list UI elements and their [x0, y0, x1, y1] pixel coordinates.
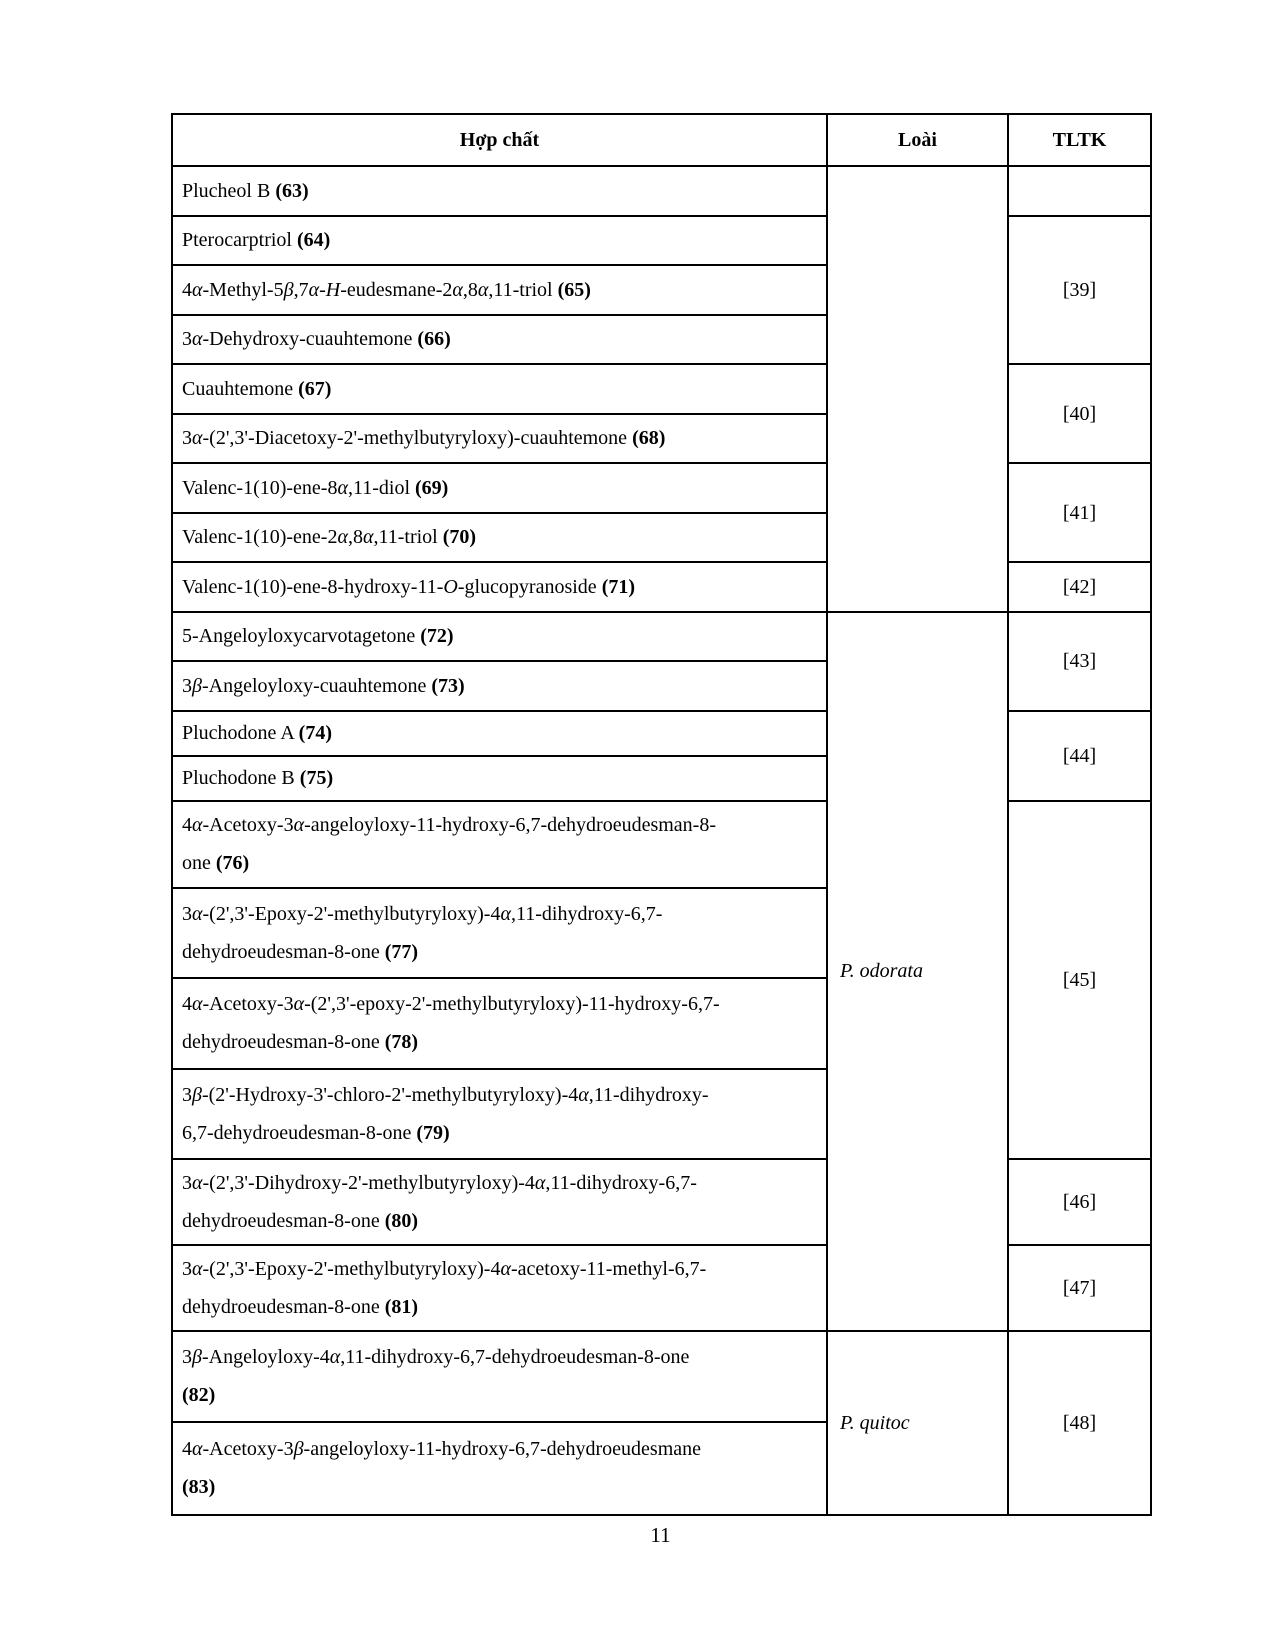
page-number: 11: [650, 1523, 671, 1547]
table-row: Valenc-1(10)-ene-2α,8α,11-triol (70): [171, 511, 1151, 563]
table-row: 4α-Methyl-5β,7α-H-eudesmane-2α,8α,11-tri…: [171, 264, 1151, 316]
ref-cell-45: [45]: [1007, 799, 1152, 1160]
ref-cell-40: [40]: [1007, 363, 1152, 464]
table-row: 4α-Acetoxy-3α-(2',3'-epoxy-2'-methylbuty…: [171, 976, 1151, 1070]
ref-cell-48: [48]: [1007, 1329, 1152, 1516]
table-row: Pluchodone B (75): [171, 754, 1151, 802]
compound-cell: Valenc-1(10)-ene-8α,11-diol (69): [171, 462, 828, 514]
compound-cell: Plucheol B (63): [171, 165, 828, 217]
compound-cell: Cuauhtemone (67): [171, 363, 828, 415]
compound-cell: Pluchodone B (75): [171, 754, 828, 802]
compound-cell: 3α-(2',3'-Diacetoxy-2'-methylbutyryloxy)…: [171, 412, 828, 464]
table-row: 4α-Acetoxy-3β-angeloyloxy-11-hydroxy-6,7…: [171, 1420, 1151, 1516]
table-row: 3α-(2',3'-Dihydroxy-2'-methylbutyryloxy)…: [171, 1157, 1152, 1246]
table-row: 3α-Dehydroxy-cuauhtemone (66): [171, 313, 1151, 365]
table-row: 3α-(2',3'-Epoxy-2'-methylbutyryloxy)-4α,…: [171, 886, 1151, 979]
compound-cell: 5-Angeloyloxycarvotagetone (72): [171, 610, 828, 662]
compound-cell: 3α-(2',3'-Epoxy-2'-methylbutyryloxy)-4α,…: [171, 886, 828, 979]
compound-cell: 3β-Angeloyloxy-cuauhtemone (73): [171, 660, 828, 712]
compound-cell: Pterocarptriol (64): [171, 214, 828, 266]
table-row: 3β-Angeloyloxy-cuauhtemone (73): [171, 660, 1151, 712]
compound-cell: 3β-(2'-Hydroxy-3'-chloro-2'-methylbutyry…: [171, 1067, 828, 1160]
compound-cell: Valenc-1(10)-ene-2α,8α,11-triol (70): [171, 511, 828, 563]
species-cell-empty: [826, 165, 1009, 613]
table-row: Pterocarptriol (64) [39]: [171, 214, 1152, 365]
table-row: Pluchodone A (74) [44]: [171, 709, 1152, 802]
compound-cell: Pluchodone A (74): [171, 709, 828, 757]
compound-cell: 3α-Dehydroxy-cuauhtemone (66): [171, 313, 828, 365]
table-row: Valenc-1(10)-ene-8α,11-diol (69) [41]: [171, 462, 1152, 563]
compound-cell: 4α-Acetoxy-3α-(2',3'-epoxy-2'-methylbuty…: [171, 976, 828, 1070]
ref-cell-empty: [1007, 165, 1152, 217]
table-row: Plucheol B (63): [171, 165, 1152, 613]
column-header-ref: TLTK: [1007, 113, 1152, 167]
compound-cell: 4α-Acetoxy-3β-angeloyloxy-11-hydroxy-6,7…: [171, 1420, 828, 1516]
table-row: 3β-(2'-Hydroxy-3'-chloro-2'-methylbutyry…: [171, 1067, 1151, 1160]
table-row: 3α-(2',3'-Diacetoxy-2'-methylbutyryloxy)…: [171, 412, 1151, 464]
compound-cell: 3β-Angeloyloxy-4α,11-dihydroxy-6,7-dehyd…: [171, 1329, 828, 1423]
compound-table-wrapper: Hợp chất Loài TLTK Plucheol B (63) Ptero…: [171, 113, 1152, 1516]
ref-cell-46: [46]: [1007, 1157, 1152, 1246]
ref-cell-39: [39]: [1007, 214, 1152, 365]
species-cell-quitoc: P. quitoc: [826, 1329, 1009, 1516]
table-row: 5-Angeloyloxycarvotagetone (72) P. odora…: [171, 610, 1152, 1332]
table-row: Cuauhtemone (67) [40]: [171, 363, 1152, 464]
compound-cell: Valenc-1(10)-ene-8-hydroxy-11-O-glucopyr…: [171, 561, 828, 613]
table-header-row: Hợp chất Loài TLTK: [171, 113, 1152, 167]
species-cell-odorata: P. odorata: [826, 610, 1009, 1332]
compound-cell: 4α-Acetoxy-3α-angeloyloxy-11-hydroxy-6,7…: [171, 799, 828, 889]
column-header-species: Loài: [826, 113, 1009, 167]
table-row: Valenc-1(10)-ene-8-hydroxy-11-O-glucopyr…: [171, 561, 1152, 613]
ref-cell-41: [41]: [1007, 462, 1152, 563]
ref-cell-42: [42]: [1007, 561, 1152, 613]
compound-cell: 3α-(2',3'-Dihydroxy-2'-methylbutyryloxy)…: [171, 1157, 828, 1246]
compound-table: Hợp chất Loài TLTK Plucheol B (63) Ptero…: [171, 113, 1152, 1516]
column-header-compound: Hợp chất: [171, 113, 828, 167]
table-row: 3α-(2',3'-Epoxy-2'-methylbutyryloxy)-4α-…: [171, 1243, 1152, 1332]
compound-cell: 4α-Methyl-5β,7α-H-eudesmane-2α,8α,11-tri…: [171, 264, 828, 316]
ref-cell-44: [44]: [1007, 709, 1152, 802]
compound-cell: 3α-(2',3'-Epoxy-2'-methylbutyryloxy)-4α-…: [171, 1243, 828, 1332]
ref-cell-43: [43]: [1007, 610, 1152, 712]
ref-cell-47: [47]: [1007, 1243, 1152, 1332]
table-row: 3β-Angeloyloxy-4α,11-dihydroxy-6,7-dehyd…: [171, 1329, 1152, 1516]
table-row: 4α-Acetoxy-3α-angeloyloxy-11-hydroxy-6,7…: [171, 799, 1152, 1160]
